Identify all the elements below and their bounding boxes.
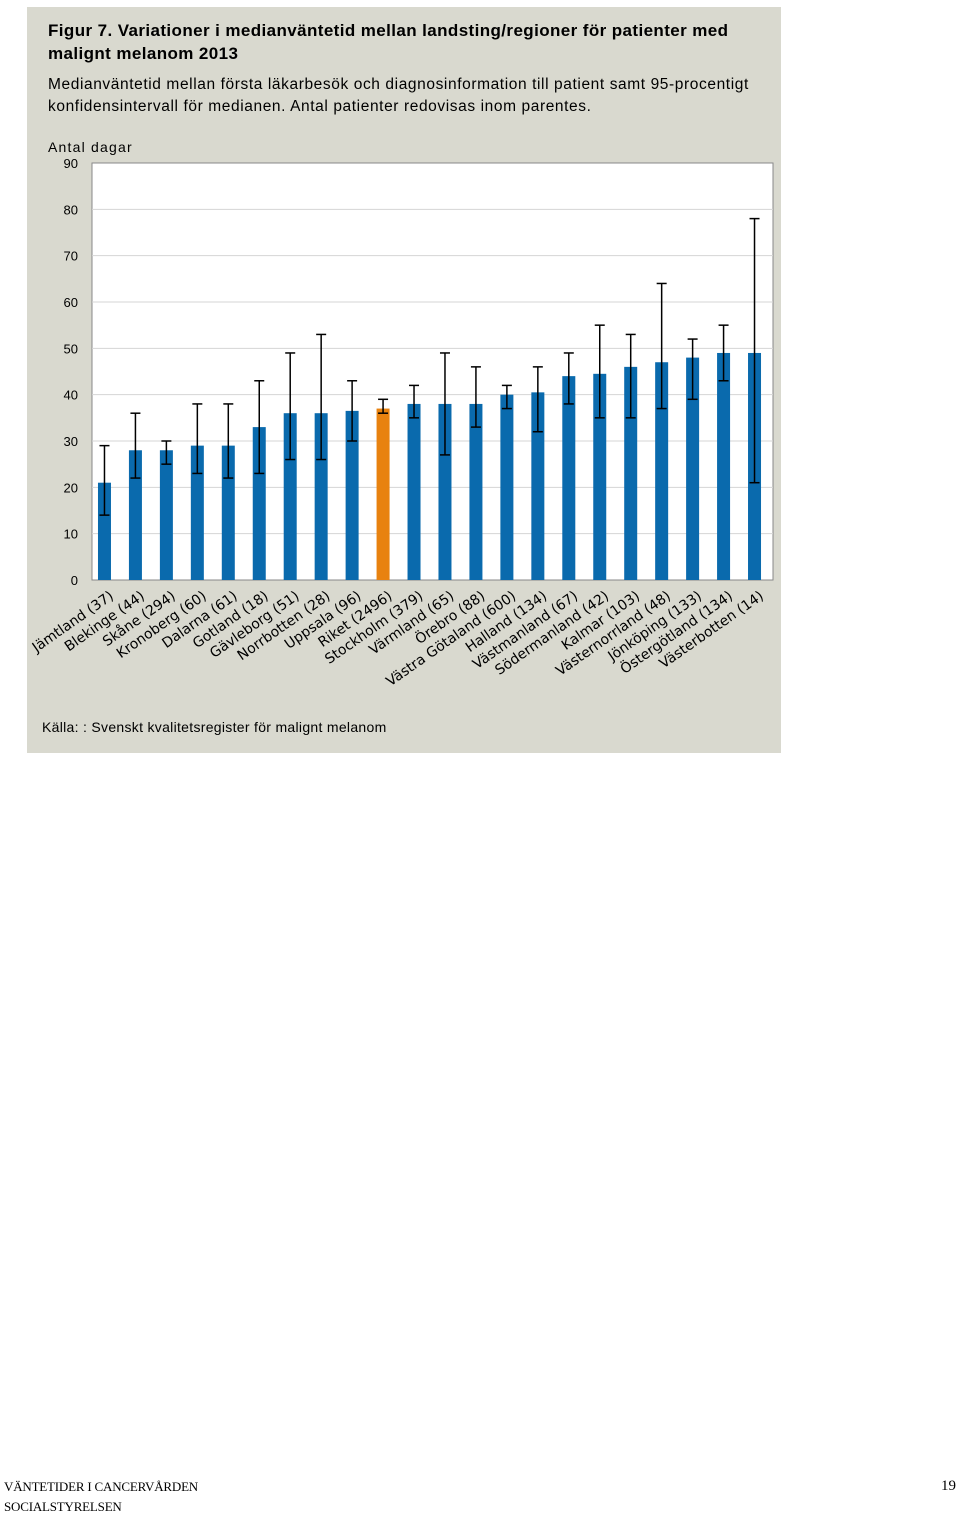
y-tick-label: 80 <box>64 202 78 217</box>
error-bar <box>563 352 574 405</box>
figure-subtitle: Medianväntetid mellan första läkarbesök … <box>48 76 749 115</box>
figure-title: Figur 7. Variationer i medianväntetid me… <box>48 21 729 63</box>
bar <box>655 362 669 580</box>
y-tick-label: 10 <box>64 527 78 542</box>
footer-publication: VÄNTETIDER I CANCERVÅRDEN <box>4 1479 198 1494</box>
error-bar <box>192 403 203 475</box>
y-tick-label: 90 <box>64 156 78 171</box>
figure-panel: Figur 7. Variationer i medianväntetid me… <box>27 7 781 753</box>
y-tick-label: 50 <box>64 341 78 356</box>
bar <box>314 413 328 580</box>
error-bar <box>130 412 141 479</box>
bar <box>407 403 421 580</box>
bar <box>159 450 173 580</box>
error-bar <box>223 403 234 479</box>
y-tick-label: 40 <box>64 388 78 403</box>
error-bar <box>687 338 698 401</box>
error-bar <box>347 380 358 442</box>
bar <box>624 366 638 580</box>
footer-publisher: SOCIALSTYRELSEN <box>4 1499 122 1514</box>
bar <box>500 394 514 580</box>
y-axis-label: Antal dagar <box>48 139 133 155</box>
y-tick-label: 0 <box>71 573 78 588</box>
error-bar <box>409 384 420 419</box>
error-bar <box>470 366 481 428</box>
error-bar <box>594 324 605 419</box>
bar <box>252 427 266 580</box>
error-bar <box>378 398 389 414</box>
y-tick-label: 70 <box>64 249 78 264</box>
page-number: 19 <box>941 1478 956 1494</box>
error-bar <box>285 352 296 461</box>
bar <box>283 413 297 580</box>
error-bar <box>656 282 667 410</box>
error-bar <box>161 440 172 465</box>
bar <box>128 450 142 580</box>
bar <box>97 482 111 580</box>
y-tick-label: 60 <box>64 295 78 310</box>
error-bar <box>625 333 636 419</box>
error-bar <box>316 333 327 461</box>
error-bar <box>439 352 450 456</box>
error-bar <box>254 380 265 475</box>
error-bar <box>718 324 729 382</box>
y-tick-label: 30 <box>64 434 78 449</box>
bar <box>717 352 731 580</box>
error-bar <box>501 384 512 410</box>
error-bar <box>99 444 110 516</box>
source-note: Källa: : Svenskt kvalitetsregister för m… <box>42 719 387 735</box>
bar <box>562 376 576 580</box>
bar <box>376 408 390 580</box>
bar <box>438 403 452 580</box>
bar <box>190 445 204 580</box>
bar <box>593 373 607 580</box>
bar <box>221 445 235 580</box>
error-bar <box>532 366 543 433</box>
error-bar <box>749 217 760 484</box>
bar <box>531 392 545 580</box>
y-tick-label: 20 <box>64 480 78 495</box>
bar <box>345 410 359 580</box>
bar <box>469 403 483 580</box>
bar <box>686 357 700 580</box>
